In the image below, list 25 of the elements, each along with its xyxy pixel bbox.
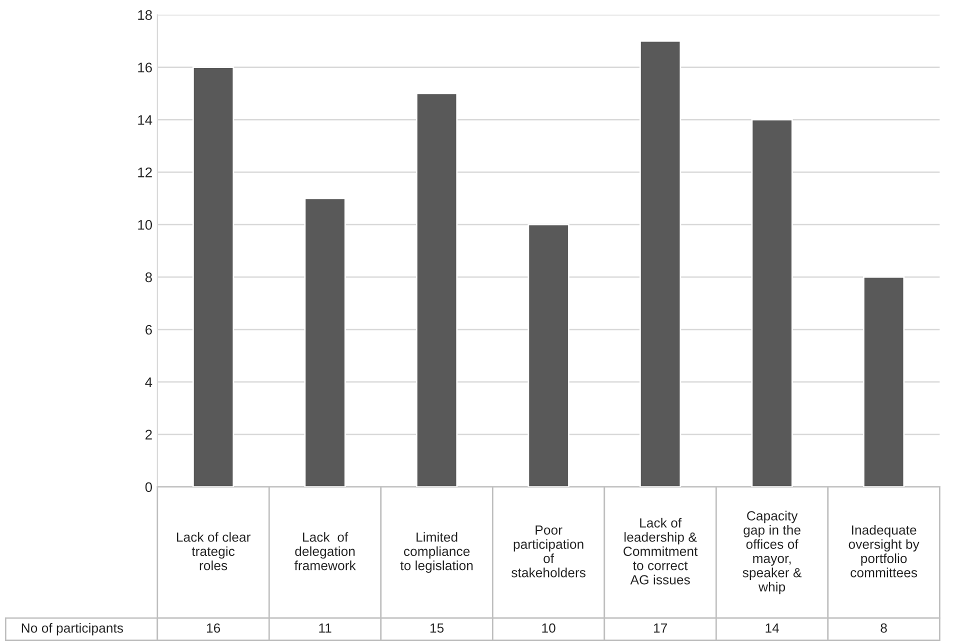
- data-label: 10: [542, 623, 556, 633]
- y-tick-label: 8: [145, 272, 152, 282]
- y-tick-label: 10: [138, 220, 152, 230]
- y-tick-label: 12: [138, 167, 152, 178]
- y-tick-label: 18: [138, 10, 152, 20]
- data-label: 11: [319, 624, 332, 633]
- data-label: 15: [430, 624, 444, 633]
- data-label: 14: [766, 624, 780, 633]
- x-tick-label: Lack of delegation framework: [294, 532, 356, 570]
- x-tick-label: Inadequate oversight by portfolio committees: [848, 525, 920, 578]
- x-tick-label: Limited compliance to legislation: [400, 532, 473, 573]
- x-tick-label: Lack of clear trategic roles: [176, 532, 250, 570]
- data-label: 8: [880, 623, 887, 633]
- y-tick-label: 0: [145, 482, 152, 492]
- x-tick-label: Capacity gap in the offices of mayor, speaker & whip: [742, 510, 802, 594]
- y-tick-label: 16: [138, 62, 152, 72]
- y-tick-label: 6: [146, 324, 152, 335]
- y-tick-label: 14: [138, 115, 152, 125]
- text: No of participants: [22, 623, 124, 636]
- x-tick-label: Poor participation of stakeholders: [512, 525, 586, 578]
- y-tick-label: 2: [146, 430, 152, 440]
- y-tick-label: 4: [145, 377, 152, 387]
- data-label: 16: [206, 623, 220, 633]
- x-tick-label: Lack of leadership & Commitment to correct AG issues: [624, 518, 698, 584]
- data-label: 17: [654, 624, 667, 633]
